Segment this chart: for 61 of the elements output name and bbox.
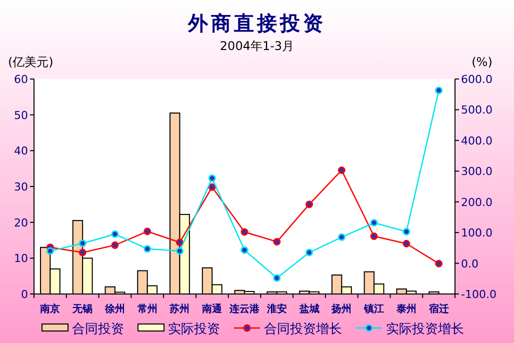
y2-tick-label: 400.0 <box>461 134 492 148</box>
y2-tick-label: 200.0 <box>461 196 492 209</box>
x-tick-label: 无锡 <box>72 303 93 315</box>
x-tick-label: 常州 <box>137 303 158 315</box>
x-tick-label: 南通 <box>201 303 224 315</box>
y2-tick-label: -100.0 <box>461 288 496 301</box>
point <box>338 233 346 241</box>
y-axis-title: (亿美元) <box>8 55 54 69</box>
point <box>111 241 119 249</box>
x-tick-label: 徐州 <box>104 303 125 315</box>
legend-label: 实际投资增长 <box>386 322 464 337</box>
point <box>273 238 281 246</box>
point <box>338 166 346 174</box>
point <box>208 174 216 182</box>
y2-axis-title: (%) <box>472 55 492 69</box>
x-tick-label: 连云港 <box>228 303 260 315</box>
point <box>144 228 152 236</box>
x-tick-label: 泰州 <box>395 303 416 315</box>
point <box>370 232 378 240</box>
point <box>240 228 248 236</box>
x-tick-label: 镇江 <box>363 303 384 315</box>
point <box>402 240 410 248</box>
chart-subtitle: 2004年1-3月 <box>220 39 294 53</box>
legend-label: 合同投资 <box>72 322 124 337</box>
point <box>176 247 184 255</box>
y-tick-label: 50 <box>14 108 28 122</box>
legend-label: 合同投资增长 <box>264 322 342 337</box>
x-tick-label: 扬州 <box>330 303 352 315</box>
y-tick-label: 40 <box>14 144 28 158</box>
y2-tick-label: 100.0 <box>461 226 492 240</box>
x-tick-label: 苏州 <box>168 303 190 315</box>
x-tick-label: 南京 <box>39 303 60 315</box>
point <box>435 86 443 94</box>
point <box>176 238 184 246</box>
point <box>370 218 378 226</box>
y-tick-label: 0 <box>21 288 28 301</box>
point <box>144 245 152 253</box>
y-tick-label: 60 <box>14 73 28 86</box>
x-tick-label: 淮安 <box>266 303 287 315</box>
point <box>306 200 314 208</box>
point <box>111 230 119 238</box>
chart-title: 外商直接投资 <box>187 11 326 35</box>
x-tick-label: 宿迁 <box>428 303 449 315</box>
point <box>46 247 54 255</box>
x-tick-label: 盐城 <box>298 303 320 315</box>
y2-tick-label: 300.0 <box>461 165 492 178</box>
y-tick-label: 20 <box>14 216 28 230</box>
point <box>78 248 86 256</box>
y2-tick-label: 600.0 <box>461 73 492 86</box>
legend-label: 实际投资 <box>168 322 220 337</box>
point <box>306 248 314 256</box>
y-tick-label: 30 <box>14 180 28 194</box>
y-tick-label: 10 <box>14 252 28 266</box>
point <box>240 246 248 254</box>
point <box>208 183 216 191</box>
point <box>402 228 410 236</box>
y2-tick-label: 0.0 <box>461 257 478 270</box>
point <box>273 274 281 282</box>
point <box>435 260 443 268</box>
y2-tick-label: 500.0 <box>461 104 492 117</box>
point <box>78 240 86 248</box>
